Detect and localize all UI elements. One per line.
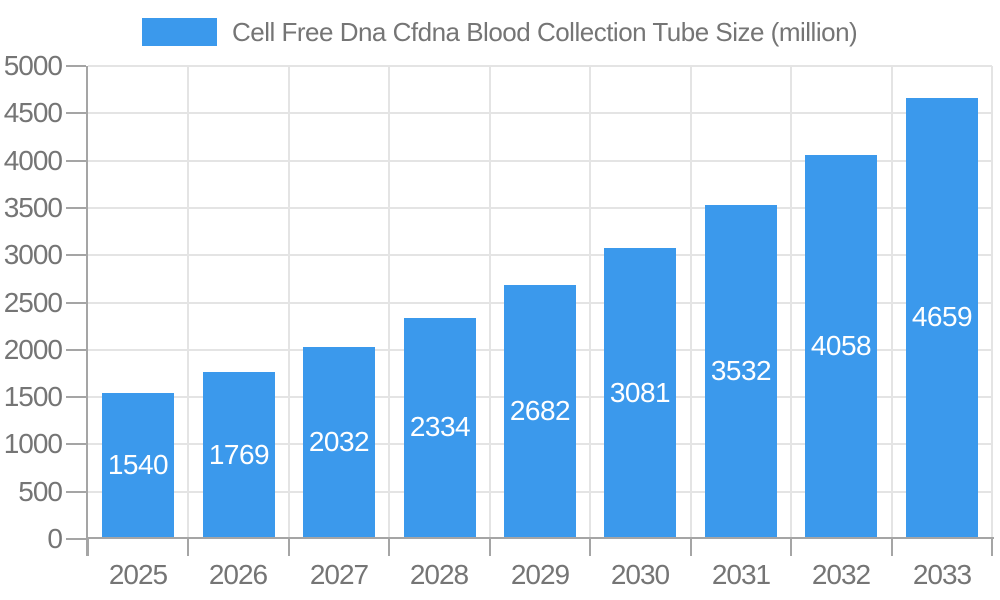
x-axis-label: 2031 xyxy=(711,559,771,590)
y-axis-tick xyxy=(66,160,86,162)
x-axis-tick xyxy=(790,539,792,556)
y-axis-tick xyxy=(66,396,86,398)
bar-value-label: 1769 xyxy=(208,439,270,470)
x-axis-tick xyxy=(87,539,89,556)
x-axis-tick xyxy=(489,539,491,556)
bar-2030[interactable]: 3081 xyxy=(604,248,676,537)
y-axis-label: 4500 xyxy=(3,97,63,128)
bar-2026[interactable]: 1769 xyxy=(203,372,275,537)
bar-value-label: 2032 xyxy=(308,426,370,457)
gridline-vertical xyxy=(690,66,692,539)
gridline-vertical xyxy=(187,66,189,539)
gridline-horizontal xyxy=(88,65,992,67)
gridline-horizontal xyxy=(88,207,992,209)
y-axis-tick xyxy=(66,491,86,493)
bar-2027[interactable]: 2032 xyxy=(303,347,375,537)
x-axis-tick xyxy=(288,539,290,556)
y-axis-label: 0 xyxy=(47,523,63,554)
bar-value-label: 2334 xyxy=(409,411,471,442)
x-axis-tick xyxy=(991,539,993,556)
x-axis-tick xyxy=(388,539,390,556)
x-axis-label: 2028 xyxy=(409,559,469,590)
y-axis-label: 3000 xyxy=(3,239,63,270)
y-axis-tick xyxy=(66,443,86,445)
gridline-horizontal xyxy=(88,112,992,114)
x-axis-label: 2033 xyxy=(912,559,972,590)
y-axis-label: 2000 xyxy=(3,334,63,365)
y-axis-tick xyxy=(66,207,86,209)
chart-legend[interactable]: Cell Free Dna Cfdna Blood Collection Tub… xyxy=(142,17,858,47)
x-axis-label: 2027 xyxy=(309,559,369,590)
gridline-vertical xyxy=(288,66,290,539)
legend-swatch xyxy=(142,18,217,46)
gridline-vertical xyxy=(388,66,390,539)
gridline-horizontal xyxy=(88,160,992,162)
y-axis-label: 500 xyxy=(18,476,63,507)
y-axis-line xyxy=(86,66,88,556)
x-axis-tick xyxy=(187,539,189,556)
gridline-vertical xyxy=(991,66,993,539)
x-axis-label: 2030 xyxy=(610,559,670,590)
y-axis-tick xyxy=(66,254,86,256)
y-axis-label: 1000 xyxy=(3,428,63,459)
y-axis-label: 5000 xyxy=(3,50,63,81)
x-axis-label: 2025 xyxy=(108,559,168,590)
gridline-horizontal xyxy=(88,254,992,256)
bar-value-label: 3081 xyxy=(609,377,671,408)
bar-2028[interactable]: 2334 xyxy=(404,318,476,537)
y-axis-tick xyxy=(66,65,86,67)
bar-value-label: 4058 xyxy=(810,330,872,361)
x-axis-label: 2032 xyxy=(811,559,871,590)
y-axis-label: 3500 xyxy=(3,192,63,223)
y-axis-tick xyxy=(66,349,86,351)
x-axis-label: 2029 xyxy=(510,559,570,590)
gridline-vertical xyxy=(790,66,792,539)
y-axis-label: 1500 xyxy=(3,381,63,412)
bar-value-label: 2682 xyxy=(509,395,571,426)
bar-2032[interactable]: 4058 xyxy=(805,155,877,537)
gridline-vertical xyxy=(489,66,491,539)
bar-value-label: 4659 xyxy=(911,301,973,332)
bar-2031[interactable]: 3532 xyxy=(705,205,777,537)
bar-2029[interactable]: 2682 xyxy=(504,285,576,537)
x-axis-tick xyxy=(891,539,893,556)
x-axis-tick xyxy=(690,539,692,556)
y-axis-label: 4000 xyxy=(3,145,63,176)
bar-value-label: 3532 xyxy=(710,355,772,386)
x-axis-line xyxy=(86,537,994,539)
gridline-vertical xyxy=(589,66,591,539)
y-axis-tick xyxy=(66,302,86,304)
y-axis-tick xyxy=(66,112,86,114)
x-axis-tick xyxy=(589,539,591,556)
bar-value-label: 1540 xyxy=(107,449,169,480)
gridline-vertical xyxy=(891,66,893,539)
bar-2025[interactable]: 1540 xyxy=(102,393,174,537)
x-axis-label: 2026 xyxy=(208,559,268,590)
chart-title: Cell Free Dna Cfdna Blood Collection Tub… xyxy=(232,17,858,47)
y-axis-tick xyxy=(66,538,86,540)
y-axis-label: 2500 xyxy=(3,287,63,318)
bar-2033[interactable]: 4659 xyxy=(906,98,978,537)
